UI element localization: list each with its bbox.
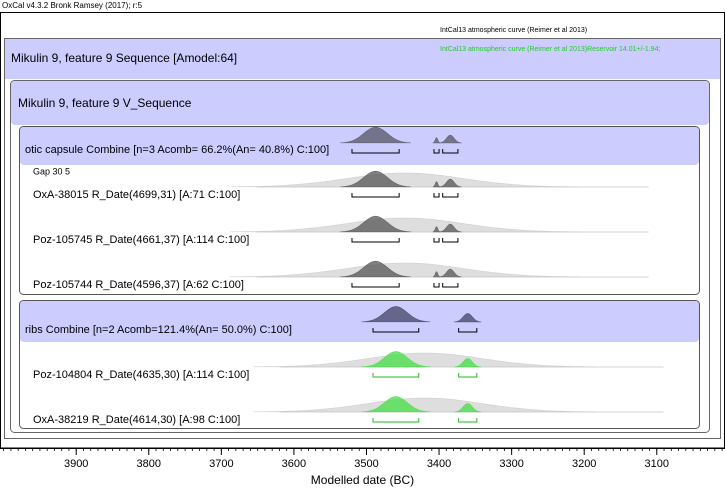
hpd-range bbox=[372, 418, 420, 423]
combine-box bbox=[19, 300, 700, 429]
v-sequence-label: Mikulin 9, feature 9 V_Sequence bbox=[18, 96, 192, 110]
hpd-range bbox=[351, 149, 400, 154]
sequence-box bbox=[4, 38, 721, 439]
posterior-density bbox=[340, 170, 411, 188]
posterior-density bbox=[340, 126, 411, 144]
hpd-range bbox=[372, 328, 420, 333]
hpd-range bbox=[442, 238, 459, 243]
posterior-density bbox=[340, 215, 411, 233]
date-label: OxA-38219 R_Date(4614,30) [A:98 C:100] bbox=[33, 414, 240, 426]
v-sequence-header bbox=[11, 81, 709, 125]
curve-label: IntCal13 atmospheric curve (Reimer et al… bbox=[440, 27, 587, 34]
posterior-density bbox=[438, 134, 462, 144]
prior-density bbox=[253, 352, 597, 368]
hpd-range bbox=[351, 238, 400, 243]
gap-label: Gap 30 5 bbox=[33, 166, 70, 176]
combine-label: ribs Combine [n=2 Acomb=121.4%(An= 50.0%… bbox=[25, 324, 292, 336]
x-tick-label: 3400 bbox=[427, 458, 451, 470]
hpd-range bbox=[372, 373, 420, 378]
combine-label: otic capsule Combine [n=3 Acomb= 66.2%(A… bbox=[25, 144, 329, 156]
hpd-range bbox=[442, 283, 459, 288]
posterior-density bbox=[454, 358, 482, 368]
x-tick-label: 3200 bbox=[572, 458, 596, 470]
sequence-label: Mikulin 9, feature 9 Sequence [Amodel:64… bbox=[11, 51, 237, 65]
hpd-range bbox=[433, 149, 440, 154]
posterior-density bbox=[438, 223, 462, 233]
hpd-range bbox=[433, 193, 440, 198]
posterior-density bbox=[438, 178, 462, 188]
posterior-density bbox=[454, 313, 482, 323]
prior-density bbox=[230, 217, 580, 233]
posterior-density bbox=[438, 268, 462, 278]
combine-header bbox=[20, 301, 699, 342]
prior-density bbox=[253, 397, 597, 413]
combine-box bbox=[19, 126, 700, 295]
posterior-density bbox=[432, 226, 441, 233]
posterior-density bbox=[432, 181, 441, 188]
date-label: Poz-104804 R_Date(4635,30) [A:114 C:100] bbox=[33, 369, 249, 381]
posterior-density bbox=[432, 137, 441, 144]
x-tick-label: 3900 bbox=[64, 458, 88, 470]
posterior-density bbox=[361, 396, 431, 413]
x-tick-label: 3600 bbox=[282, 458, 306, 470]
hpd-range bbox=[433, 283, 440, 288]
date-label: OxA-38015 R_Date(4699,31) [A:71 C:100] bbox=[33, 189, 240, 201]
hpd-range bbox=[458, 418, 478, 423]
posterior-density bbox=[340, 260, 411, 278]
combine-header bbox=[20, 127, 699, 165]
hpd-range bbox=[442, 149, 459, 154]
x-tick-label: 3700 bbox=[209, 458, 233, 470]
header: OxCal v4.3.2 Bronk Ramsey (2017); r:5 bbox=[2, 1, 143, 10]
hpd-range bbox=[458, 328, 478, 333]
hpd-range bbox=[351, 193, 400, 198]
posterior-density bbox=[454, 403, 482, 413]
hpd-range bbox=[442, 193, 459, 198]
date-label: Poz-105744 R_Date(4596,37) [A:62 C:100] bbox=[33, 279, 244, 291]
x-tick-label: 3500 bbox=[354, 458, 378, 470]
posterior-density bbox=[432, 271, 441, 278]
prior-density bbox=[230, 172, 580, 188]
sequence-header bbox=[5, 39, 720, 79]
x-tick-label: 3300 bbox=[499, 458, 523, 470]
x-axis-label: Modelled date (BC) bbox=[311, 473, 414, 487]
hpd-range bbox=[433, 238, 440, 243]
hpd-range bbox=[458, 373, 478, 378]
x-tick-label: 3800 bbox=[137, 458, 161, 470]
posterior-density bbox=[361, 306, 431, 323]
v-sequence-box bbox=[10, 80, 710, 433]
prior-density bbox=[230, 262, 580, 278]
curve-label: IntCal13 atmospheric curve (Reimer et al… bbox=[440, 46, 660, 53]
posterior-density bbox=[361, 351, 431, 368]
date-label: Poz-105745 R_Date(4661,37) [A:114 C:100] bbox=[33, 234, 249, 246]
x-tick-label: 3100 bbox=[645, 458, 669, 470]
hpd-range bbox=[351, 283, 400, 288]
